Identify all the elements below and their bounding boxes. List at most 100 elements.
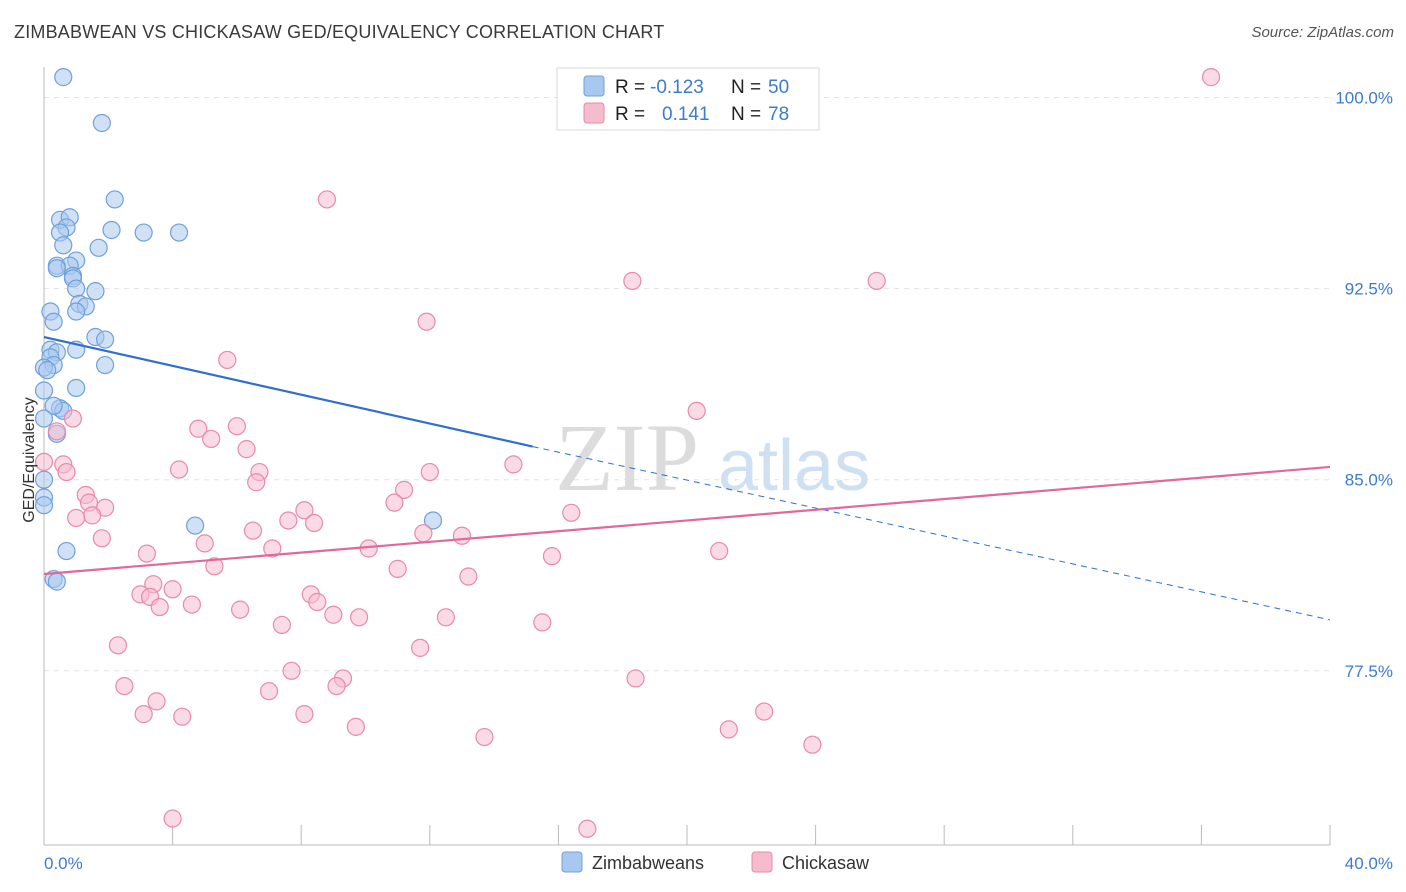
chickasaw-point [108,636,128,655]
chickasaw-point [231,600,250,619]
chickasaw-point [623,271,642,291]
chickasaw-point [327,676,346,696]
chickasaw-point [147,692,166,711]
chickasaw-point [459,567,478,586]
zimbabweans-point [105,190,124,209]
chart-source: Source: ZipAtlas.com [1251,24,1394,41]
chickasaw-point [134,705,153,724]
chickasaw-point [163,580,182,599]
chickasaw-point [92,529,111,548]
zimbabweans-point [34,381,54,400]
legend-n-value-1: 50 [768,77,789,98]
legend-n-value-2: 78 [768,104,789,125]
chickasaw-point [710,541,729,561]
chickasaw-point [346,717,365,736]
chickasaw-point [719,720,738,739]
chickasaw-point [562,503,581,522]
watermark: ZIP atlas [555,404,870,511]
zimbabweans-point [86,282,105,301]
legend-r-label-1: R = [615,77,645,98]
chickasaw-point [163,809,182,828]
chickasaw-point [324,605,343,624]
chickasaw-point [420,462,439,482]
chickasaw-point [237,440,256,459]
chickasaw-point [803,735,822,754]
chickasaw-point [304,513,324,533]
chickasaw-point [195,534,214,553]
chickasaw-point [295,705,314,724]
zimbabweans-point [47,572,66,591]
chickasaw-point [227,417,246,436]
zimbabweans-point [57,541,76,561]
y-tick-label: 85.0% [1345,471,1393,490]
chickasaw-point [867,271,886,291]
watermark-zip: ZIP [555,404,699,511]
axis-labels: 77.5% 85.0% 92.5% 100.0% 0.0% 40.0% [44,89,1393,874]
zimbabweans-trend-line [43,335,533,448]
chickasaw-point [308,592,327,612]
chickasaw-point [755,702,774,721]
chickasaw-point [263,539,282,558]
zimbabweans-trend-extension [532,446,1331,621]
legend-n-label-1: N = [731,77,761,98]
legend-r-label-2: R = [615,104,645,125]
chickasaw-point [452,526,472,545]
chickasaw-point [272,615,292,635]
x-tick-label: 40.0% [1345,854,1393,873]
correlation-legend: R = -0.123 N = 50 R = 0.141 N = 78 [556,67,820,131]
legend-n-label-2: N = [731,104,761,125]
chickasaw-point [202,429,221,449]
legend-r-value-2: 0.141 [662,104,710,125]
chickasaw-point [1201,68,1221,87]
y-tick-label: 77.5% [1345,662,1393,681]
chickasaw-point [259,682,279,701]
legend-swatch-pink [583,102,605,124]
zimbabweans-point [67,279,86,298]
chickasaw-point [282,661,301,680]
chickasaw-point [475,727,494,747]
x-tick-label: 0.0% [44,854,83,873]
chickasaw-point [394,480,414,499]
chickasaw-point [687,401,706,421]
chickasaw-point [417,312,436,331]
y-tick-label: 100.0% [1335,89,1393,108]
chickasaw-point [47,422,66,441]
chickasaw-point [57,462,76,482]
bottom-legend-chickasaw: Chickasaw [782,853,870,873]
chickasaw-point [67,508,86,528]
chickasaw-point [414,524,433,543]
zimbabweans-point [34,470,54,489]
gridlines [44,97,1330,672]
chickasaw-point [295,501,314,520]
zimbabweans-point [134,223,153,242]
zimbabweans-point [186,516,205,535]
chickasaw-point [169,460,189,479]
zimbabweans-point [169,223,189,242]
chickasaw-point [385,493,404,512]
zimbabweans-point [54,68,73,87]
chickasaw-point [137,544,156,563]
zimbabweans-point [34,409,54,428]
chickasaw-point [388,559,407,578]
chart-title: ZIMBABWEAN VS CHICKASAW GED/EQUIVALENCY … [14,22,665,42]
zimbabweans-point [67,378,86,398]
chickasaw-point [317,190,337,209]
zimbabweans-point [54,236,73,255]
chickasaw-point [182,595,201,614]
zimbabweans-point [95,330,115,349]
chickasaw-point [436,608,455,627]
chickasaw-point [115,676,134,696]
chickasaw-point [504,455,523,474]
chickasaw-trend-line [43,465,1331,576]
zimbabweans-point [44,312,63,331]
chickasaw-point [542,547,562,566]
zimbabweans-point [92,113,111,133]
zimbabweans-point [47,259,66,278]
legend-r-value-1: -0.123 [650,77,704,98]
zimbabweans-point [89,238,108,257]
chickasaw-point [150,597,169,617]
trend-lines [43,335,1331,621]
chickasaw-point [349,608,369,627]
chickasaw-point [218,350,237,370]
bottom-legend-zimbabweans: Zimbabweans [592,853,704,873]
